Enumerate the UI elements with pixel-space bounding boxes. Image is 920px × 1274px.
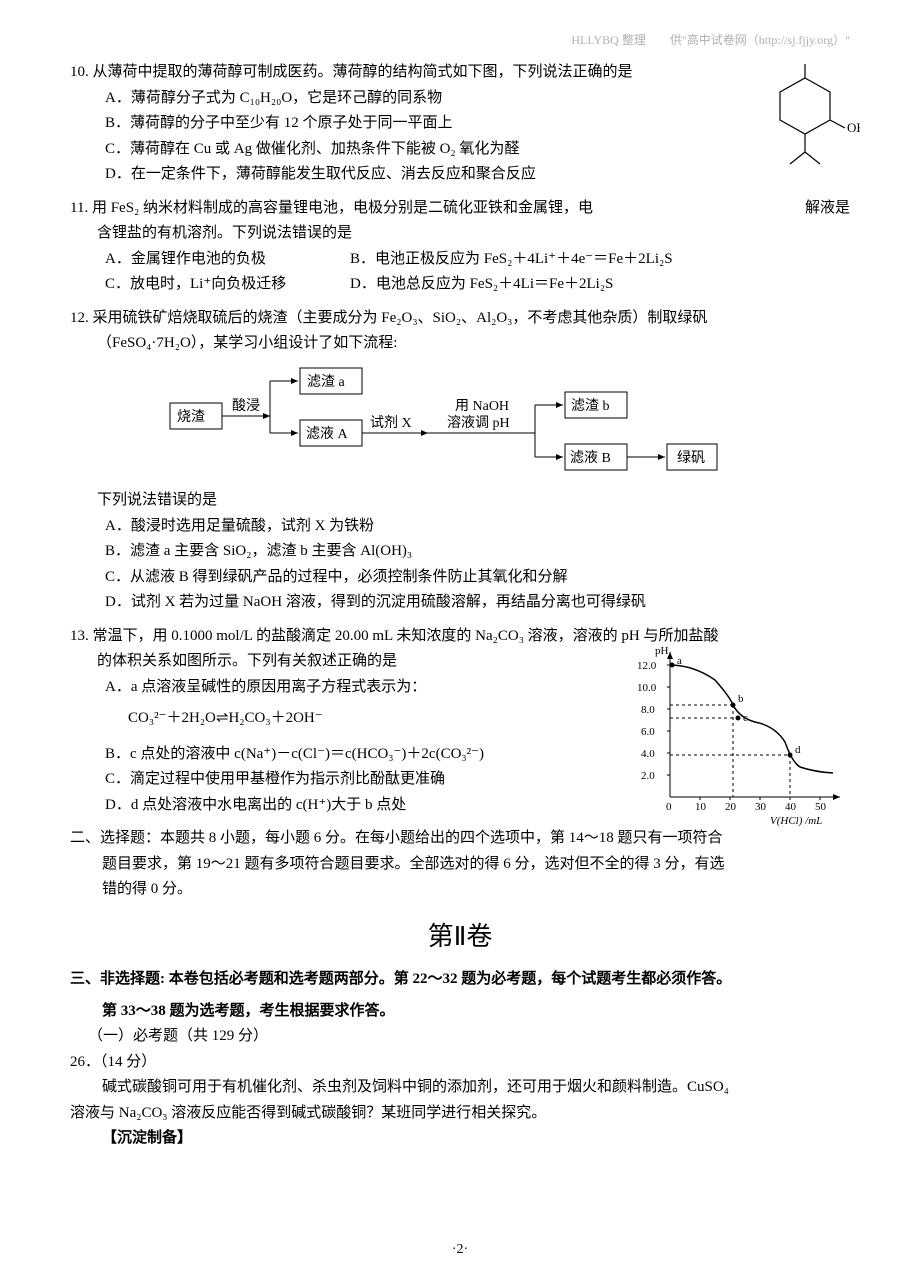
svg-text:滤渣 a: 滤渣 a: [307, 374, 345, 390]
q11-stem-a: 11. 用 FeS₂ 纳米材料制成的高容量锂电池，电极分别是二硫化亚铁和金属锂，…: [70, 200, 593, 216]
q11-stem: 11. 用 FeS₂ 纳米材料制成的高容量锂电池，电极分别是二硫化亚铁和金属锂，…: [70, 196, 850, 222]
section-3-header: 三、非选择题: 本卷包括必考题和选考题两部分。第 22～32 题为必考题，每个试…: [70, 967, 850, 993]
svg-text:绿矾: 绿矾: [677, 450, 705, 466]
question-10: OH 10. 从薄荷中提取的薄荷醇可制成医药。薄荷醇的结构简式如下图，下列说法正…: [70, 60, 850, 188]
svg-text:试剂 X: 试剂 X: [370, 415, 412, 431]
q26-sub-label: 【沉淀制备】: [102, 1130, 192, 1146]
page-number: ·2·: [0, 1238, 920, 1262]
svg-text:滤渣 b: 滤渣 b: [571, 398, 610, 414]
svg-text:50: 50: [815, 801, 827, 813]
svg-text:酸浸: 酸浸: [232, 398, 260, 414]
sec2-line2: 题目要求，第 19～21 题有多项符合题目要求。全部选对的得 6 分，选对但不全…: [70, 852, 850, 878]
svg-text:溶液调 pH: 溶液调 pH: [447, 415, 510, 431]
svg-text:用 NaOH: 用 NaOH: [455, 399, 509, 414]
part-2-title: 第Ⅱ卷: [70, 915, 850, 959]
svg-text:烧渣: 烧渣: [177, 409, 205, 425]
svg-text:6.0: 6.0: [641, 726, 655, 738]
q11-stem-b: 解液是: [805, 196, 850, 222]
svg-text:2.0: 2.0: [641, 770, 655, 782]
svg-text:4.0: 4.0: [641, 748, 655, 760]
svg-text:b: b: [738, 693, 744, 705]
question-13: 13. 常温下，用 0.1000 mol/L 的盐酸滴定 20.00 mL 未知…: [70, 624, 850, 819]
page-header-attribution: HLLYBQ 整理 供"高中试卷网（http://sj.fjjy.org）": [70, 30, 850, 50]
sec3-line2: 第 33～38 题为选考题，考生根据要求作答。: [70, 999, 850, 1025]
svg-text:c: c: [743, 712, 748, 724]
svg-text:d: d: [795, 744, 801, 756]
menthol-structure-icon: OH: [750, 60, 860, 185]
svg-text:40: 40: [785, 801, 797, 813]
q11-option-b: B．电池正极反应为 FeS₂＋4Li⁺＋4e⁻＝Fe＋2Li₂S: [350, 247, 850, 273]
q26-p1: 碱式碳酸铜可用于有机催化剂、杀虫剂及饲料中铜的添加剂，还可用于烟火和颜料制造。C…: [70, 1075, 850, 1101]
q10-option-b: B．薄荷醇的分子中至少有 12 个原子处于同一平面上: [70, 111, 850, 137]
q10-option-a: A．薄荷醇分子式为 C₁₀H₂₀O，它是环己醇的同系物: [70, 86, 850, 112]
section-2-header: 二、选择题：本题共 8 小题，每小题 6 分。在每小题给出的四个选项中，第 14…: [70, 826, 850, 852]
q11-option-a: A．金属锂作电池的负极: [105, 247, 350, 273]
process-flowchart: 烧渣 酸浸 滤渣 a 滤液 A 试剂 X 用 NaOH 溶液调 pH 滤渣 b …: [160, 363, 760, 473]
q10-option-d: D．在一定条件下，薄荷醇能发生取代反应、消去反应和聚合反应: [70, 162, 850, 188]
svg-text:20: 20: [725, 801, 737, 813]
sec2-line1: 二、选择题：本题共 8 小题，每小题 6 分。在每小题给出的四个选项中，第 14…: [70, 830, 723, 846]
q10-stem: 10. 从薄荷中提取的薄荷醇可制成医药。薄荷醇的结构简式如下图，下列说法正确的是: [70, 60, 850, 86]
q12-option-c: C．从滤液 B 得到绿矾产品的过程中，必须控制条件防止其氧化和分解: [70, 565, 850, 591]
q11-option-d: D．电池总反应为 FeS₂＋4Li＝Fe＋2Li₂S: [350, 272, 850, 298]
svg-text:12.0: 12.0: [637, 660, 657, 672]
q26-number: 26．（14 分）: [70, 1050, 850, 1076]
q26-sub: 【沉淀制备】: [70, 1126, 850, 1152]
q12-option-b: B．滤渣 a 主要含 SiO₂，滤渣 b 主要含 Al(OH)₃: [70, 539, 850, 565]
svg-text:10.0: 10.0: [637, 682, 657, 694]
q12-option-a: A．酸浸时选用足量硫酸，试剂 X 为铁粉: [70, 514, 850, 540]
svg-text:30: 30: [755, 801, 767, 813]
sec2-line3: 错的得 0 分。: [70, 877, 850, 903]
sec3-sub: （一）必考题（共 129 分）: [70, 1024, 850, 1050]
svg-text:V(HCl) /mL: V(HCl) /mL: [770, 815, 822, 827]
question-12: 12. 采用硫铁矿焙烧取硫后的烧渣（主要成分为 Fe₂O₃、SiO₂、Al₂O₃…: [70, 306, 850, 616]
svg-text:滤液 B: 滤液 B: [570, 450, 611, 466]
q12-stem-2: （FeSO₄·7H₂O），某学习小组设计了如下流程:: [70, 331, 850, 357]
q11-option-c: C．放电时，Li⁺向负极迁移: [105, 272, 350, 298]
q10-option-c: C．薄荷醇在 Cu 或 Ag 做催化剂、加热条件下能被 O₂ 氧化为醛: [70, 137, 850, 163]
q12-option-d: D．试剂 X 若为过量 NaOH 溶液，得到的沉淀用硫酸溶解，再结晶分离也可得绿…: [70, 590, 850, 616]
svg-text:OH: OH: [847, 120, 860, 135]
svg-text:8.0: 8.0: [641, 704, 655, 716]
svg-text:0: 0: [666, 801, 672, 813]
question-11: 11. 用 FeS₂ 纳米材料制成的高容量锂电池，电极分别是二硫化亚铁和金属锂，…: [70, 196, 850, 298]
q11-stem-c: 含锂盐的有机溶剂。下列说法错误的是: [70, 221, 850, 247]
titration-curve-chart: 2.0 4.0 6.0 8.0 10.0 12.0 pH 0 10 20 30 …: [635, 642, 850, 827]
svg-text:10: 10: [695, 801, 707, 813]
q12-stem-1: 12. 采用硫铁矿焙烧取硫后的烧渣（主要成分为 Fe₂O₃、SiO₂、Al₂O₃…: [70, 306, 850, 332]
q26-p2: 溶液与 Na₂CO₃ 溶液反应能否得到碱式碳酸铜？某班同学进行相关探究。: [70, 1101, 850, 1127]
svg-text:pH: pH: [655, 645, 669, 657]
question-26: 26．（14 分） 碱式碳酸铜可用于有机催化剂、杀虫剂及饲料中铜的添加剂，还可用…: [70, 1050, 850, 1152]
svg-text:滤液 A: 滤液 A: [306, 426, 348, 442]
q12-sub: 下列说法错误的是: [70, 488, 850, 514]
svg-text:a: a: [677, 655, 682, 667]
